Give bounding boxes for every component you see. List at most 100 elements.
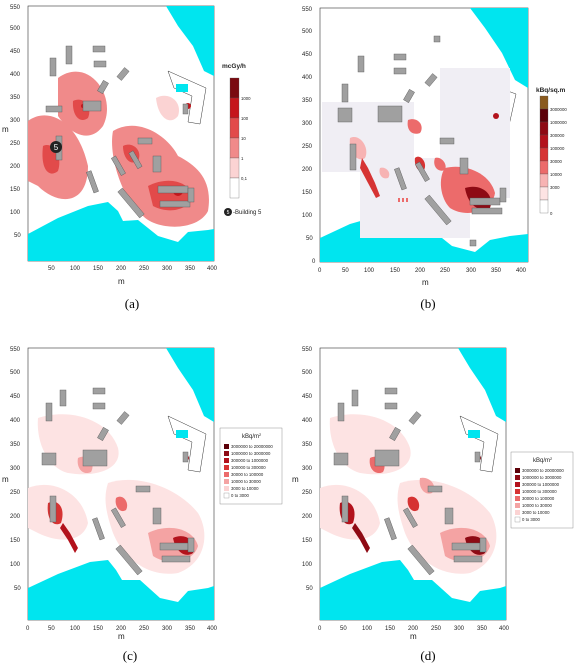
x-tick: 200 bbox=[116, 626, 127, 632]
legend-value: 0 bbox=[550, 211, 553, 216]
x-tick: 200 bbox=[415, 268, 426, 274]
y-tick: 450 bbox=[302, 394, 313, 400]
legend-building-5: -Building 5 bbox=[233, 210, 262, 216]
legend-entry: 100000 to 300000 bbox=[231, 465, 266, 470]
x-tick: 400 bbox=[516, 268, 527, 274]
legend-entry: 300000 to 1000000 bbox=[231, 458, 269, 463]
y-tick: 150 bbox=[10, 187, 21, 193]
legend-entry: 3000 to 10000 bbox=[522, 510, 550, 515]
x-tick: 150 bbox=[385, 626, 396, 632]
x-tick: 400 bbox=[499, 626, 510, 632]
legend-value: 10000 bbox=[550, 172, 563, 177]
panel-d: 0 50 100 150 200 250 300 350 400 50 100 … bbox=[290, 340, 575, 640]
legend-d: kBq/m2 3000000 to 20000000 1000000 to 30… bbox=[510, 451, 574, 529]
y-tick: 200 bbox=[302, 167, 313, 173]
legend-entry: 3000000 to 20000000 bbox=[522, 468, 564, 473]
legend-value: 3000 bbox=[550, 185, 560, 190]
legend-title: mcGy/h bbox=[222, 63, 246, 70]
legend-entry: 100000 to 300000 bbox=[522, 489, 557, 494]
y-tick: 100 bbox=[302, 562, 313, 568]
y-axis-label: m bbox=[2, 125, 9, 134]
x-tick: 350 bbox=[185, 266, 196, 272]
x-tick: 0 bbox=[318, 268, 322, 274]
y-tick: 250 bbox=[10, 490, 21, 496]
legend-title: kBq/sq.m bbox=[536, 87, 565, 94]
legend-entry: 30000 to 100000 bbox=[231, 472, 264, 477]
x-axis-label: m bbox=[118, 277, 125, 286]
caption-b: (b) bbox=[420, 296, 436, 311]
caption-d: (d) bbox=[420, 648, 436, 663]
y-tick: 300 bbox=[302, 121, 313, 127]
x-tick: 50 bbox=[342, 268, 349, 274]
building-5-marker: 5 bbox=[54, 143, 59, 152]
y-tick: 0 bbox=[312, 259, 316, 265]
x-tick: 200 bbox=[116, 266, 127, 272]
x-tick: 400 bbox=[207, 626, 218, 632]
x-tick: 150 bbox=[390, 268, 401, 274]
y-tick: 300 bbox=[10, 466, 21, 472]
x-tick: 50 bbox=[48, 626, 55, 632]
map-a: 5 50 100 150 200 250 300 350 400 50 100 … bbox=[2, 5, 262, 286]
x-tick: 300 bbox=[162, 626, 173, 632]
x-tick: 250 bbox=[440, 268, 451, 274]
map-d: 0 50 100 150 200 250 300 350 400 50 100 … bbox=[292, 347, 574, 640]
x-tick: 300 bbox=[162, 266, 173, 272]
y-tick: 500 bbox=[10, 26, 21, 32]
x-tick: 100 bbox=[364, 268, 375, 274]
y-tick: 350 bbox=[10, 95, 21, 101]
legend-entry: 3000000 to 20000000 bbox=[231, 444, 273, 449]
legend-entry: 1000000 to 3000000 bbox=[522, 475, 562, 480]
caption-a: (a) bbox=[124, 296, 140, 311]
x-tick: 300 bbox=[454, 626, 465, 632]
x-tick: 200 bbox=[408, 626, 419, 632]
legend-value: 1 bbox=[241, 156, 244, 161]
legend-b: kBq/sq.m 3000000 1000000 300000 100000 3… bbox=[536, 87, 567, 216]
x-tick: 100 bbox=[70, 626, 81, 632]
x-tick: 150 bbox=[93, 266, 104, 272]
y-tick: 300 bbox=[10, 118, 21, 124]
y-tick: 250 bbox=[302, 144, 313, 150]
legend-value: 300000 bbox=[550, 133, 565, 138]
legend-entry: 10000 to 30000 bbox=[522, 503, 552, 508]
x-tick: 350 bbox=[477, 626, 488, 632]
legend-c: kBq/m2 3000000 to 20000000 1000000 to 30… bbox=[219, 427, 283, 505]
x-tick: 250 bbox=[431, 626, 442, 632]
legend-entry: 30000 to 100000 bbox=[522, 496, 555, 501]
y-tick: 100 bbox=[302, 213, 313, 219]
y-tick: 300 bbox=[302, 466, 313, 472]
y-tick: 250 bbox=[10, 141, 21, 147]
y-tick: 450 bbox=[10, 394, 21, 400]
x-axis-label: m bbox=[410, 632, 417, 640]
y-tick: 200 bbox=[10, 164, 21, 170]
legend-value: 1000 bbox=[241, 96, 251, 101]
y-tick: 400 bbox=[302, 418, 313, 424]
y-tick: 50 bbox=[306, 586, 313, 592]
legend-entry: 0 to 3000 bbox=[231, 493, 250, 498]
y-tick: 400 bbox=[10, 72, 21, 78]
x-axis-label: m bbox=[118, 632, 125, 640]
legend-value: 0,1 bbox=[241, 176, 248, 181]
y-tick: 500 bbox=[10, 370, 21, 376]
x-tick: 50 bbox=[340, 626, 347, 632]
y-tick: 150 bbox=[10, 538, 21, 544]
panel-c: 0 50 100 150 200 250 300 350 400 50 100 … bbox=[0, 340, 285, 640]
y-tick: 350 bbox=[10, 442, 21, 448]
y-tick: 550 bbox=[302, 347, 313, 353]
y-tick: 100 bbox=[10, 210, 21, 216]
x-tick: 350 bbox=[185, 626, 196, 632]
x-tick: 250 bbox=[139, 626, 150, 632]
legend-title: kBq/m2 bbox=[533, 456, 553, 464]
y-axis-label: m bbox=[2, 475, 9, 484]
y-tick: 150 bbox=[302, 538, 313, 544]
x-tick: 100 bbox=[70, 266, 81, 272]
x-tick: 0 bbox=[26, 626, 30, 632]
y-tick: 50 bbox=[14, 233, 21, 239]
y-tick: 100 bbox=[10, 562, 21, 568]
y-tick: 450 bbox=[10, 49, 21, 55]
y-tick: 400 bbox=[302, 75, 313, 81]
y-tick: 550 bbox=[10, 347, 21, 353]
x-tick: 0 bbox=[318, 626, 322, 632]
legend-value: 3000000 bbox=[550, 107, 567, 112]
map-c: 0 50 100 150 200 250 300 350 400 50 100 … bbox=[2, 347, 283, 640]
y-tick: 550 bbox=[302, 7, 313, 13]
